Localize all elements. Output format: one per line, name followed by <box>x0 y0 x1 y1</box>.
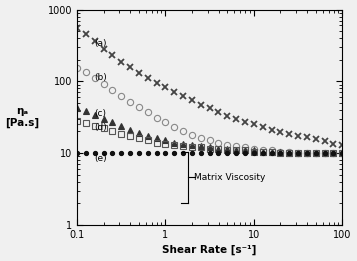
Text: (e): (e) <box>94 154 106 163</box>
Text: (d): (d) <box>94 123 106 132</box>
Text: Matrix Viscosity: Matrix Viscosity <box>194 173 265 182</box>
Text: (a): (a) <box>94 39 106 48</box>
Y-axis label: ηₐ
[Pa.s]: ηₐ [Pa.s] <box>6 106 40 128</box>
Text: (b): (b) <box>94 73 106 82</box>
Text: (c): (c) <box>94 109 106 118</box>
X-axis label: Shear Rate [s⁻¹]: Shear Rate [s⁻¹] <box>162 245 257 256</box>
